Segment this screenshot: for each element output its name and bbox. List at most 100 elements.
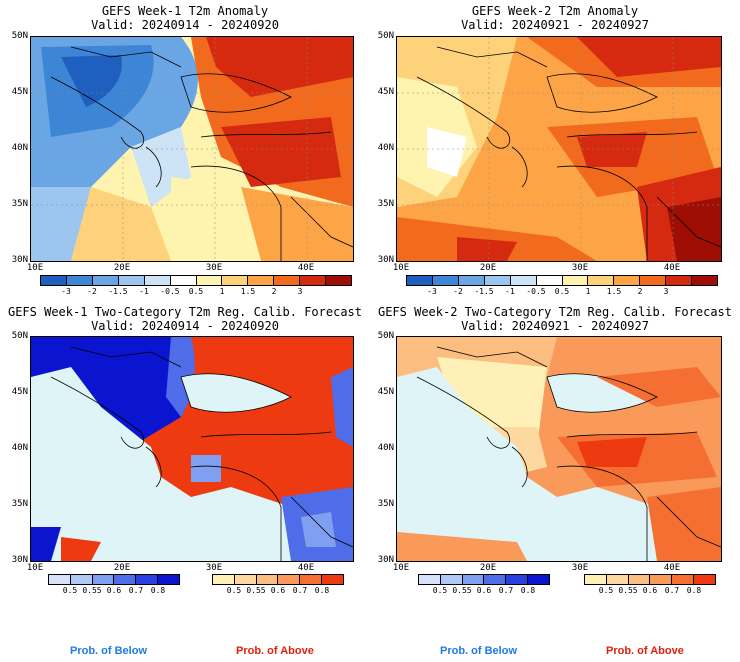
- colorbar-swatch: [458, 276, 485, 285]
- panel1-lat-45: 45N: [11, 87, 28, 97]
- panel2-lat-30: 30N: [377, 255, 394, 265]
- panel1-lon-40: 40E: [297, 263, 315, 273]
- panel3-lon-30: 30E: [205, 563, 223, 573]
- panel1-lon-30: 30E: [205, 263, 223, 273]
- panel2-title: GEFS Week-2 T2m Anomaly: [471, 4, 639, 18]
- colorbar-tick-label: 0.55: [618, 586, 638, 595]
- colorbar-tick-label: 0.8: [686, 586, 702, 595]
- panel1-lat-50: 50N: [11, 31, 28, 41]
- colorbar-swatch: [536, 276, 563, 285]
- colorbar-swatch: [585, 575, 607, 584]
- colorbar-tick-label: -1: [505, 287, 515, 296]
- colorbar-tick-label: 0.8: [314, 586, 330, 595]
- panel2-lat-45: 45N: [377, 87, 394, 97]
- panel4-valid: Valid: 20240921 - 20240927: [461, 319, 649, 333]
- colorbar-tick-label: 2: [637, 287, 643, 296]
- colorbar-tick-label: 0.5: [62, 586, 78, 595]
- panel2-lat-35: 35N: [377, 199, 394, 209]
- colorbar-swatch: [484, 276, 511, 285]
- colorbar-swatch: [92, 276, 119, 285]
- panel4-lon-40: 40E: [663, 563, 681, 573]
- panel2-lon-10: 10E: [392, 263, 410, 273]
- colorbar-tick-label: -0.5: [160, 287, 180, 296]
- colorbar-tick-label: -0.5: [526, 287, 546, 296]
- panel2-map: [396, 36, 722, 262]
- panel2-colorbar: [406, 275, 718, 286]
- panel1-valid: Valid: 20240914 - 20240920: [91, 18, 279, 32]
- panel2-lat-40: 40N: [377, 143, 394, 153]
- left-prob-below-label: Prob. of Below: [70, 645, 147, 657]
- panel2-lon-30: 30E: [571, 263, 589, 273]
- colorbar-tick-label: 3: [297, 287, 303, 296]
- colorbar-tick-label: -3: [427, 287, 437, 296]
- colorbar-tick-label: 1.5: [606, 287, 622, 296]
- colorbar-tick-label: 0.5: [188, 287, 204, 296]
- panel1-map: [30, 36, 354, 262]
- colorbar-swatch: [326, 276, 352, 285]
- panel3-lon-40: 40E: [297, 563, 315, 573]
- colorbar-tick-label: 0.8: [150, 586, 166, 595]
- panel4-lat-45: 45N: [377, 387, 394, 397]
- panel1-colorbar: [40, 275, 352, 286]
- right-prob-above-label: Prob. of Above: [606, 645, 684, 657]
- panel4-above-colorbar: [584, 574, 716, 585]
- colorbar-swatch: [628, 575, 651, 584]
- colorbar-swatch: [158, 575, 179, 584]
- colorbar-swatch: [692, 276, 718, 285]
- colorbar-swatch: [484, 575, 507, 584]
- panel2-lat-50: 50N: [377, 31, 394, 41]
- colorbar-swatch: [322, 575, 343, 584]
- left-prob-above-label: Prob. of Above: [236, 645, 314, 657]
- colorbar-tick-label: 1: [585, 287, 591, 296]
- panel3-lat-50: 50N: [11, 331, 28, 341]
- colorbar-tick-label: -1: [139, 287, 149, 296]
- colorbar-swatch: [672, 575, 695, 584]
- colorbar-swatch: [440, 575, 463, 584]
- colorbar-swatch: [66, 276, 93, 285]
- colorbar-swatch: [248, 276, 275, 285]
- colorbar-swatch: [588, 276, 615, 285]
- panel3-lat-40: 40N: [11, 443, 28, 453]
- colorbar-tick-label: 0.55: [452, 586, 472, 595]
- colorbar-swatch: [70, 575, 93, 584]
- panel4-lat-30: 30N: [377, 555, 394, 565]
- panel4-lon-30: 30E: [571, 563, 589, 573]
- panel1-lon-20: 20E: [113, 263, 131, 273]
- panel4-lat-35: 35N: [377, 499, 394, 509]
- panel3-lon-20: 20E: [113, 563, 131, 573]
- colorbar-swatch: [196, 276, 223, 285]
- panel3-valid: Valid: 20240914 - 20240920: [91, 319, 279, 333]
- colorbar-tick-label: 1.5: [240, 287, 256, 296]
- colorbar-tick-label: 0.8: [520, 586, 536, 595]
- colorbar-tick-label: 0.5: [226, 586, 242, 595]
- colorbar-tick-label: -3: [61, 287, 71, 296]
- colorbar-swatch: [300, 276, 327, 285]
- panel4-lon-20: 20E: [479, 563, 497, 573]
- colorbar-tick-label: 0.6: [270, 586, 286, 595]
- colorbar-swatch: [640, 276, 667, 285]
- colorbar-swatch: [562, 276, 589, 285]
- panel1-lon-10: 10E: [26, 263, 44, 273]
- colorbar-tick-label: 0.7: [292, 586, 308, 595]
- colorbar-tick-label: 0.6: [106, 586, 122, 595]
- colorbar-swatch: [274, 276, 301, 285]
- colorbar-swatch: [462, 575, 485, 584]
- right-prob-below-label: Prob. of Below: [440, 645, 517, 657]
- colorbar-swatch: [234, 575, 257, 584]
- colorbar-tick-label: 2: [271, 287, 277, 296]
- panel3-title: GEFS Week-1 Two-Category T2m Reg. Calib.…: [7, 305, 362, 319]
- panel3-above-colorbar: [212, 574, 344, 585]
- panel4-lon-10: 10E: [392, 563, 410, 573]
- panel1-lat-30: 30N: [11, 255, 28, 265]
- colorbar-swatch: [506, 575, 529, 584]
- colorbar-swatch: [118, 276, 145, 285]
- colorbar-swatch: [606, 575, 629, 584]
- panel3-map: [30, 336, 354, 562]
- colorbar-swatch: [510, 276, 537, 285]
- colorbar-swatch: [614, 276, 641, 285]
- colorbar-swatch: [256, 575, 279, 584]
- panel2-lon-40: 40E: [663, 263, 681, 273]
- panel4-below-colorbar: [418, 574, 550, 585]
- colorbar-swatch: [694, 575, 715, 584]
- panel3-below-colorbar: [48, 574, 180, 585]
